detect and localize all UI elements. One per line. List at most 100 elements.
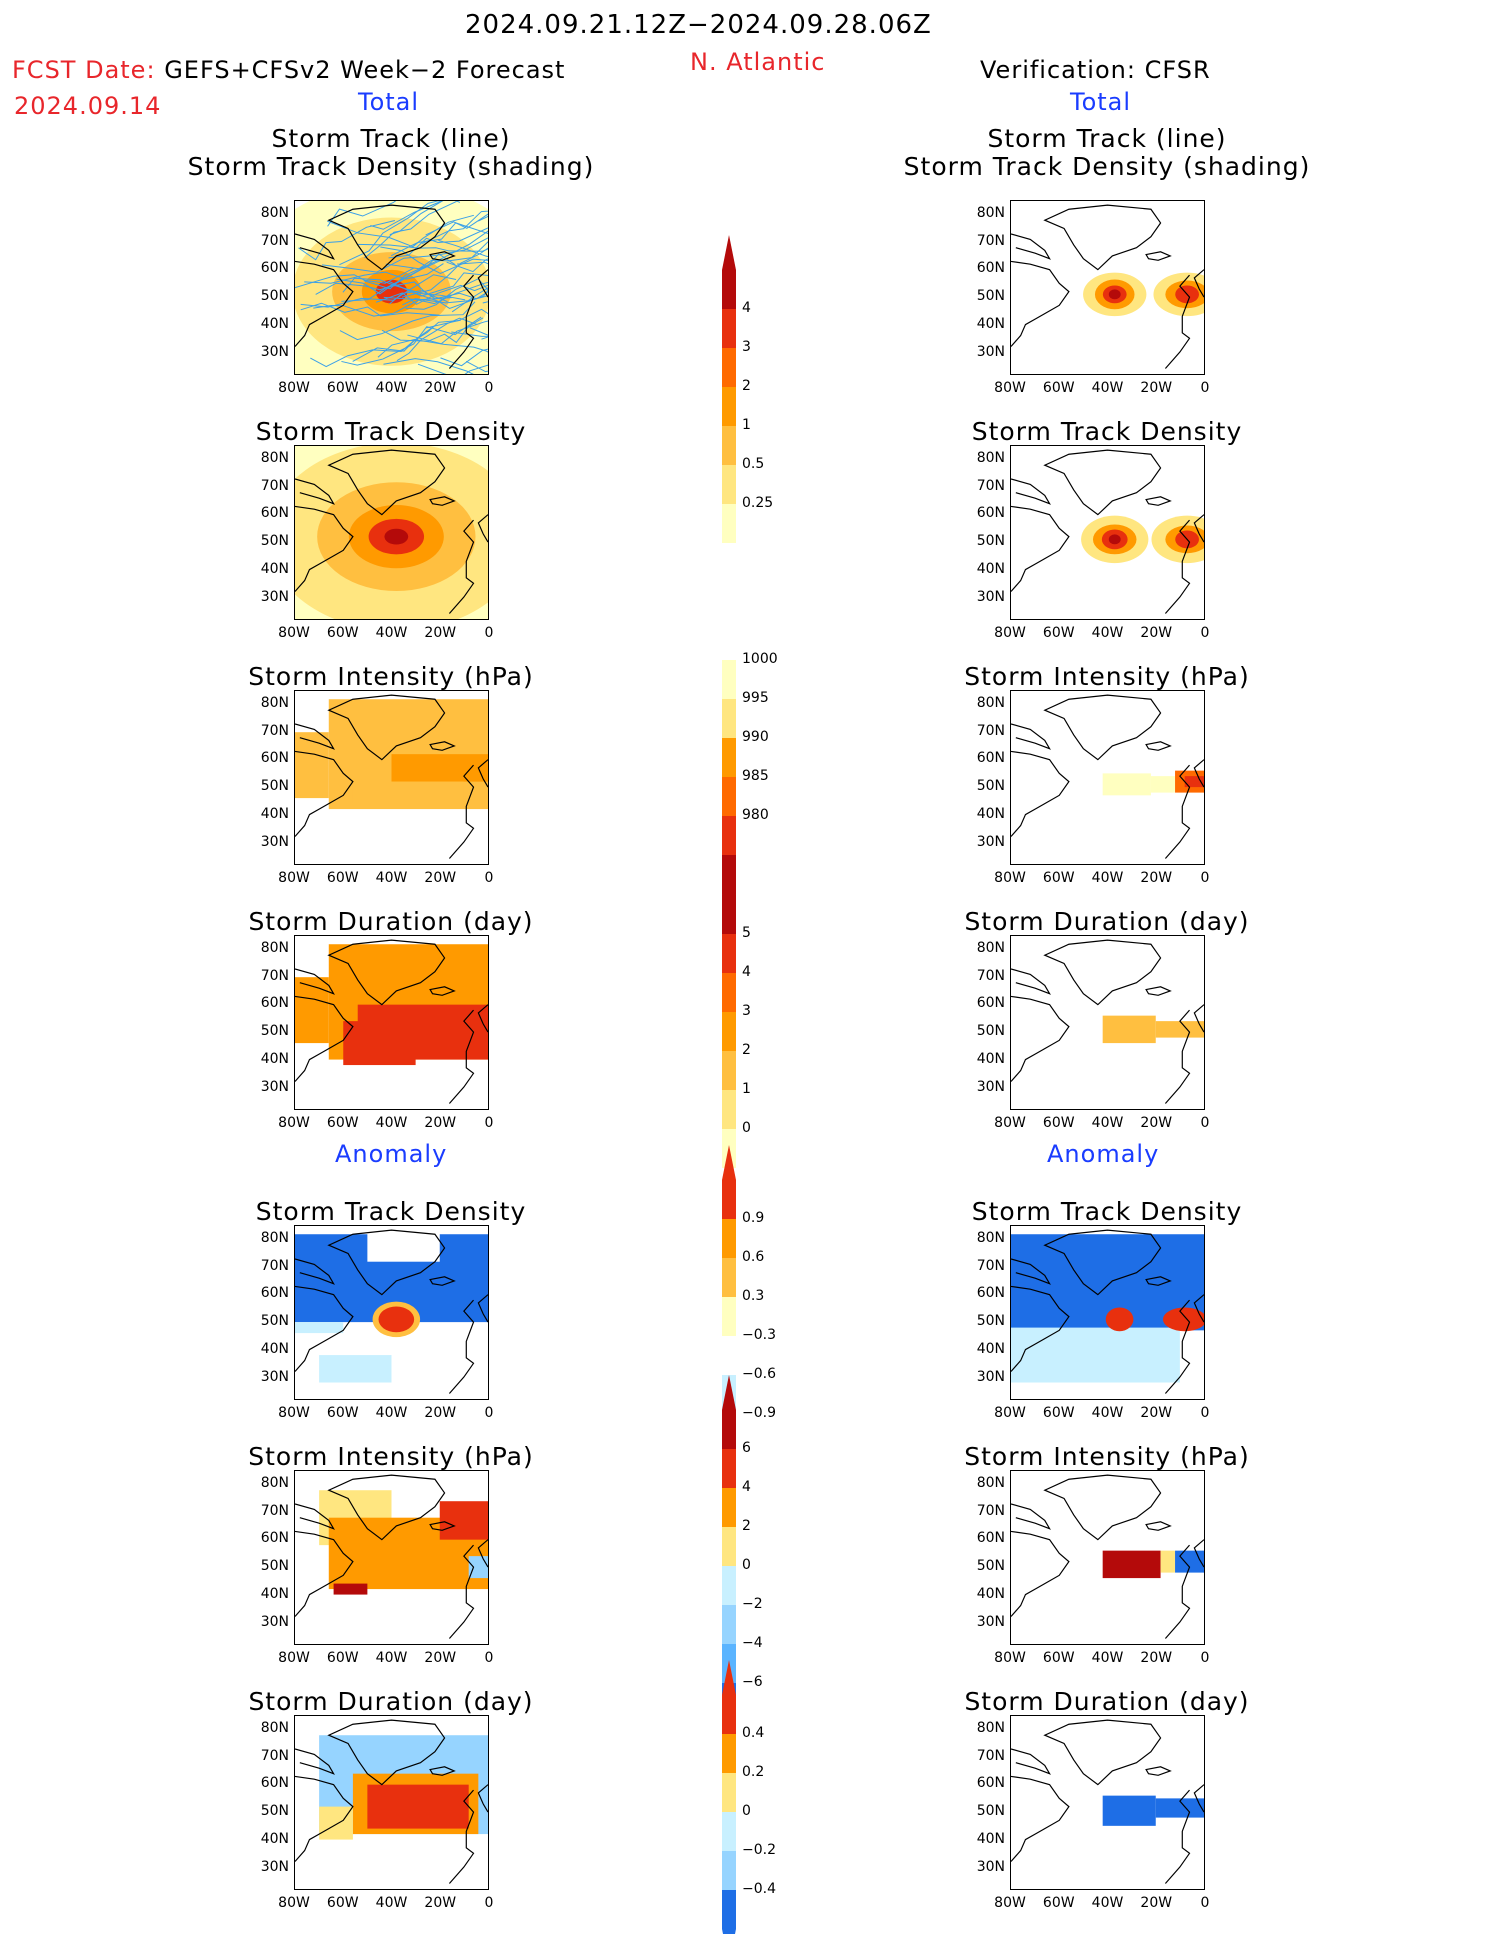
fcst-label: FCST Date: bbox=[12, 56, 156, 84]
lat-tick-label: 30N bbox=[976, 1613, 1005, 1630]
lon-tick-label: 80W bbox=[278, 625, 310, 641]
storm-track-line bbox=[383, 358, 474, 374]
storm-track-lines bbox=[295, 201, 488, 374]
lat-tick-label: 60N bbox=[976, 1775, 1005, 1792]
lon-tick-label: 80W bbox=[278, 870, 310, 886]
colorbar-tick-label: 2 bbox=[742, 1518, 751, 1534]
lat-tick-label: 80N bbox=[260, 449, 289, 466]
lat-tick-label: 30N bbox=[260, 343, 289, 360]
colorbar-tick-label: 2 bbox=[742, 1042, 751, 1058]
lon-tick-label: 40W bbox=[1091, 870, 1124, 886]
greenland-coastline bbox=[1043, 1474, 1162, 1541]
lat-tick-label: 40N bbox=[260, 1831, 289, 1847]
density-right-title-0: Storm Track Density bbox=[971, 417, 1243, 446]
lat-tick-label: 50N bbox=[260, 1558, 289, 1575]
iceland-coastline bbox=[429, 1521, 456, 1531]
iceland-coastline bbox=[429, 251, 456, 261]
section-anomaly-right: Anomaly bbox=[1047, 1140, 1160, 1168]
baffin-coastline bbox=[295, 478, 335, 505]
lon-tick-label: 60W bbox=[1042, 625, 1075, 641]
lat-tick-label: 60N bbox=[260, 1285, 289, 1302]
lon-tick-label: 40W bbox=[375, 1895, 408, 1911]
lat-tick-label: 60N bbox=[976, 505, 1005, 522]
anom-intensity-cell-0 bbox=[1102, 1550, 1161, 1579]
europe-africa-coastline bbox=[1164, 519, 1191, 614]
lat-tick-label: 50N bbox=[260, 1313, 289, 1330]
iceland-coastline bbox=[429, 1276, 456, 1286]
europe-africa-coastline bbox=[1164, 1544, 1191, 1639]
colorbar-tick-label: 3 bbox=[742, 339, 751, 355]
duration-cell-0 bbox=[1102, 1015, 1156, 1044]
track-left-map bbox=[294, 200, 489, 375]
colorbar-tick-label: 980 bbox=[742, 807, 769, 823]
storm-track-line bbox=[438, 239, 488, 258]
intensity-cell-3 bbox=[1184, 776, 1204, 788]
north-america-coastline bbox=[1011, 1285, 1070, 1372]
lat-tick-label: 80N bbox=[260, 939, 289, 956]
lat-tick-label: 60N bbox=[260, 750, 289, 767]
british-isles-coastline bbox=[477, 514, 488, 543]
greenland-coastline bbox=[1043, 1229, 1162, 1296]
lon-tick-label: 0 bbox=[1200, 870, 1210, 886]
colorbar-tick-label: 1000 bbox=[742, 651, 778, 667]
colorbar-tick-label: −4 bbox=[742, 1635, 763, 1651]
storm-track-line bbox=[327, 201, 397, 227]
fcst-date-label: FCST Date: GEFS+CFSv2 Week−2 Forecast bbox=[12, 56, 565, 84]
section-total-right: Total bbox=[1070, 88, 1132, 116]
intensity-left-title-0: Storm Intensity (hPa) bbox=[248, 662, 534, 691]
track-right-title-0: Storm Track (line) bbox=[987, 124, 1227, 153]
storm-track-line bbox=[364, 201, 458, 259]
storm-track-line bbox=[341, 253, 456, 302]
lon-tick-label: 40W bbox=[375, 380, 408, 396]
section-anomaly-left: Anomaly bbox=[335, 1140, 448, 1168]
colorbar-arrow-top bbox=[722, 860, 736, 895]
lon-tick-label: 60W bbox=[1042, 1405, 1075, 1421]
lat-tick-label: 30N bbox=[260, 833, 289, 850]
north-america-coastline bbox=[1011, 260, 1070, 347]
lon-tick-label: 40W bbox=[1091, 625, 1124, 641]
anom-b-contour-0 bbox=[1162, 1307, 1204, 1332]
north-america-coastline bbox=[1011, 1530, 1070, 1617]
europe-africa-coastline bbox=[448, 1544, 475, 1639]
lat-tick-label: 80N bbox=[260, 694, 289, 711]
intensity-left-map bbox=[294, 690, 489, 865]
den-a-contour-3 bbox=[1108, 534, 1121, 545]
colorbar-swatch bbox=[722, 973, 736, 1012]
colorbar-swatch bbox=[722, 1051, 736, 1090]
lat-tick-label: 50N bbox=[260, 288, 289, 305]
colorbar-swatch bbox=[722, 699, 736, 738]
lon-tick-label: 60W bbox=[1042, 870, 1075, 886]
colorbar-tick-label: 985 bbox=[742, 768, 769, 784]
colorbar-swatch bbox=[722, 348, 736, 387]
colorbar-swatch bbox=[722, 1090, 736, 1129]
storm-track-line bbox=[380, 246, 488, 275]
greenland-coastline bbox=[327, 939, 446, 1006]
lat-tick-label: 50N bbox=[976, 533, 1005, 550]
lat-tick-label: 80N bbox=[976, 204, 1005, 221]
storm-track-line bbox=[327, 214, 474, 248]
colorbar-tick-label: 0.25 bbox=[742, 495, 774, 511]
intensity-cell-3 bbox=[352, 781, 464, 804]
colorbar-tick-label: 0.3 bbox=[742, 1288, 765, 1304]
lat-tick-label: 70N bbox=[260, 967, 289, 984]
storm-track-line bbox=[352, 319, 461, 362]
lat-tick-label: 60N bbox=[260, 260, 289, 277]
intensity-cell-0 bbox=[1102, 773, 1151, 796]
lon-tick-label: 20W bbox=[424, 1895, 457, 1911]
lat-tick-label: 40N bbox=[260, 1586, 289, 1602]
colorbar-tick-label: 4 bbox=[742, 1479, 751, 1495]
north-america-coastline bbox=[295, 260, 354, 347]
vort-a-contour-3 bbox=[1108, 289, 1121, 300]
iceland-coastline bbox=[1145, 1766, 1172, 1776]
anom-duration-right-title-0: Storm Duration (day) bbox=[964, 1687, 1250, 1716]
lat-tick-label: 50N bbox=[976, 1313, 1005, 1330]
lat-tick-label: 60N bbox=[976, 995, 1005, 1012]
lon-tick-label: 60W bbox=[1042, 1115, 1075, 1131]
duration-right-title-0: Storm Duration (day) bbox=[964, 907, 1250, 936]
colorbar-swatch bbox=[722, 1012, 736, 1051]
lon-tick-label: 0 bbox=[484, 380, 494, 396]
colorbar-tick-label: 0.6 bbox=[742, 1249, 765, 1265]
storm-track-line bbox=[451, 331, 488, 337]
iceland-coastline bbox=[1145, 741, 1172, 751]
lon-tick-label: 20W bbox=[424, 1115, 457, 1131]
